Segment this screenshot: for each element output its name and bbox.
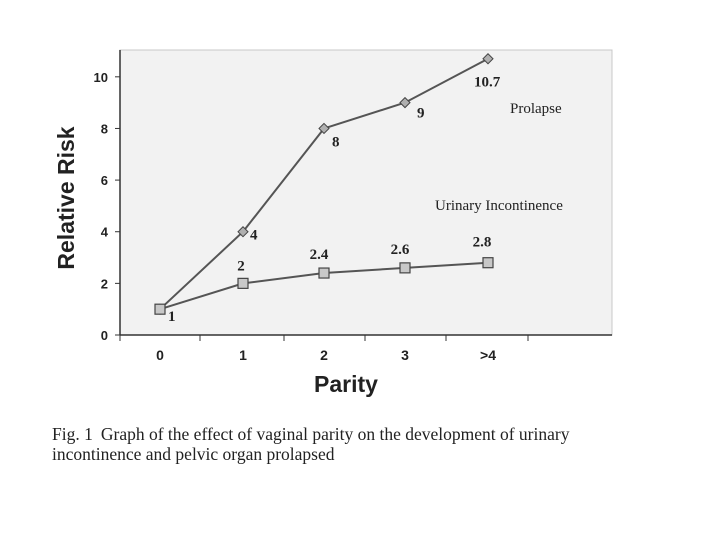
data-point-urinary-incontinence bbox=[399, 262, 411, 274]
plot-area bbox=[119, 49, 613, 336]
data-label-prolapse: 10.7 bbox=[474, 75, 501, 91]
data-label-prolapse: 1 bbox=[168, 309, 176, 325]
x-tick-label: >4 bbox=[480, 347, 496, 363]
y-tick-label: 8 bbox=[101, 121, 108, 136]
y-tick-label: 10 bbox=[94, 70, 108, 85]
y-tick-label: 0 bbox=[101, 328, 108, 343]
x-tick-label: 3 bbox=[401, 347, 409, 363]
data-point-urinary-incontinence bbox=[237, 277, 249, 289]
y-tick-label: 4 bbox=[101, 225, 109, 240]
data-label-prolapse: 4 bbox=[250, 228, 258, 244]
data-point-prolapse bbox=[399, 96, 411, 109]
data-label-urinary-incontinence: 2.4 bbox=[310, 247, 329, 263]
y-tick-label: 6 bbox=[101, 173, 108, 188]
data-point-urinary-incontinence bbox=[318, 267, 330, 279]
x-tick-label: 0 bbox=[156, 347, 164, 363]
y-axis-label: Relative Risk bbox=[53, 126, 79, 269]
caption-label: Fig. 1 bbox=[52, 424, 93, 444]
data-point-prolapse bbox=[237, 226, 249, 238]
data-point-prolapse bbox=[318, 122, 330, 135]
data-label-prolapse: 8 bbox=[332, 134, 340, 150]
data-label-urinary-incontinence: 2.6 bbox=[391, 242, 410, 258]
data-label-urinary-incontinence: 2.8 bbox=[473, 235, 492, 251]
x-axis-label: Parity bbox=[314, 371, 378, 397]
data-point-urinary-incontinence bbox=[154, 303, 166, 315]
data-label-urinary-incontinence: 2 bbox=[237, 258, 245, 274]
data-label-prolapse: 9 bbox=[417, 106, 425, 122]
data-point-prolapse bbox=[482, 53, 494, 65]
caption-text: Graph of the effect of vaginal parity on… bbox=[52, 424, 570, 464]
x-tick-label: 1 bbox=[239, 347, 247, 363]
figure-caption: Fig. 1 Graph of the effect of vaginal par… bbox=[52, 424, 652, 464]
x-tick-label: 2 bbox=[320, 347, 328, 363]
legend-prolapse: Prolapse bbox=[510, 101, 562, 117]
legend-urinary-incontinence: Urinary Incontinence bbox=[435, 198, 563, 214]
data-point-urinary-incontinence bbox=[482, 257, 494, 269]
y-tick-label: 2 bbox=[101, 276, 108, 291]
